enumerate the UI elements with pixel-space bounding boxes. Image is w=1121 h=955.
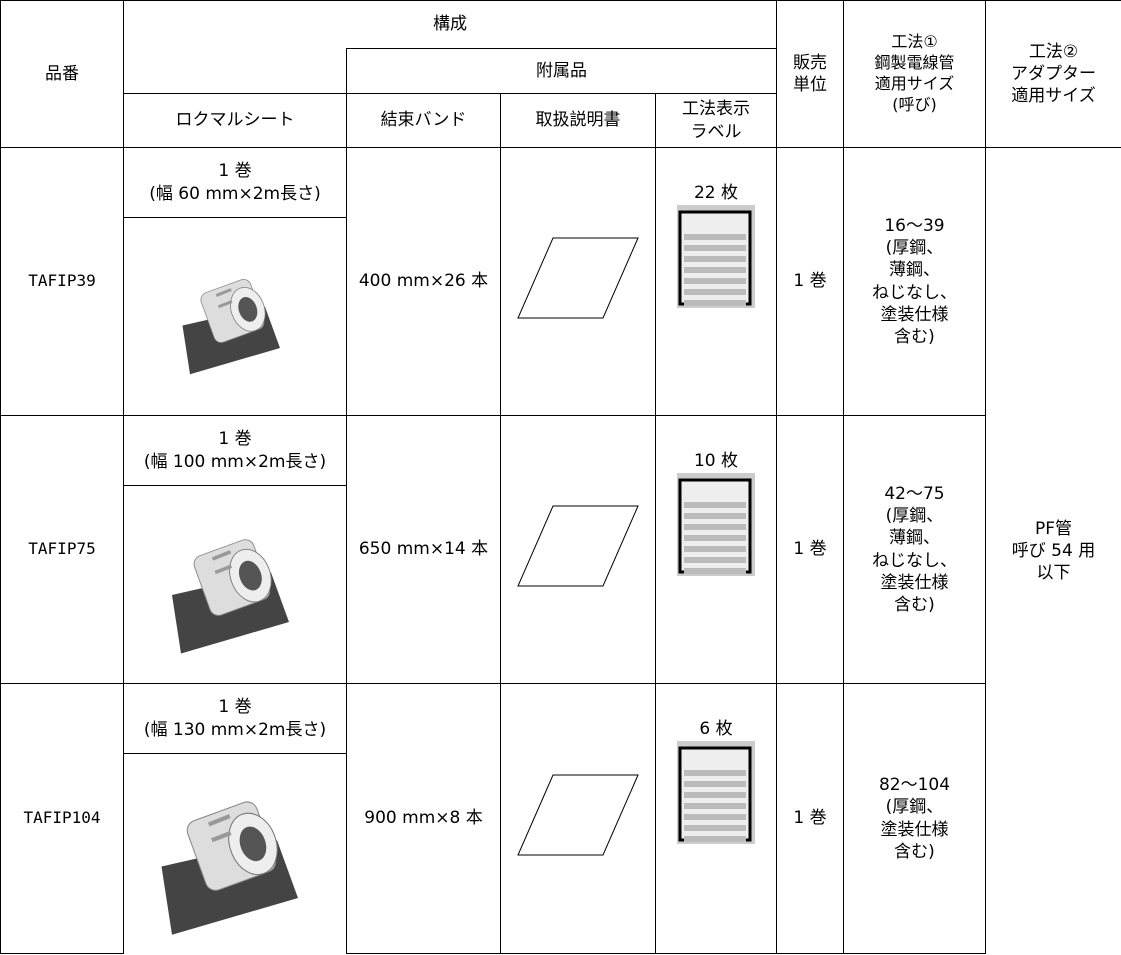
header-cell: 工法① 鋼製電線管 適用サイズ (呼び) <box>843 0 986 148</box>
header-cell: 結束バンド <box>346 93 501 148</box>
part-no: TAFIP75 <box>0 415 124 684</box>
method1-size: 82～104 (厚鋼、 塗装仕様 含む) <box>843 683 986 954</box>
table-row <box>1 753 1121 954</box>
sheet-image <box>123 217 347 416</box>
table-row: TAFIP104 1 巻 (幅 130 mm×2m長さ) 900 mm×8 本 6 枚… <box>0 683 1121 954</box>
label-image <box>677 205 755 309</box>
header-cell: 工法② アダプター 適用サイズ <box>985 0 1121 148</box>
label-qty: 10 枚 <box>693 451 739 471</box>
method1-size: 16～39 (厚鋼、 薄鋼、 ねじなし、 塗装仕様 含む) <box>843 147 986 416</box>
sales-unit: 1 巻 <box>776 683 844 954</box>
header-cell: 構成 <box>123 0 777 49</box>
label-qty: 22 枚 <box>693 183 739 203</box>
header-cell: 取扱説明書 <box>500 93 656 148</box>
method1-size: 42～75 (厚鋼、 薄鋼、 ねじなし、 塗装仕様 含む) <box>843 415 986 684</box>
header-cell: 附属品 <box>346 48 777 94</box>
label-image <box>677 473 755 577</box>
roll-image <box>182 279 280 375</box>
label-image <box>677 741 755 845</box>
manual-image <box>517 505 639 587</box>
label-qty: 6 枚 <box>699 719 733 739</box>
manual-cell <box>500 147 656 416</box>
sheet-image <box>123 485 347 684</box>
sheet-spec: 1 巻 (幅 130 mm×2m長さ) <box>123 683 347 754</box>
sheet-image <box>123 753 347 954</box>
manual-image <box>517 237 639 319</box>
header-cell: 販売 単位 <box>776 0 844 148</box>
manual-cell <box>500 683 656 954</box>
header-cell: 工法表示 ラベル <box>655 93 777 148</box>
sheet-spec: 1 巻 (幅 100 mm×2m長さ) <box>123 415 347 486</box>
manual-image <box>517 774 639 856</box>
label-cell: 6 枚 <box>655 683 777 954</box>
table-row <box>1 217 1121 416</box>
table-row: TAFIP39 1 巻 (幅 60 mm×2m長さ) 400 mm×26 本 22 枚… <box>0 147 1121 954</box>
manual-cell <box>500 415 656 684</box>
label-cell: 10 枚 <box>655 415 777 684</box>
empty-cell <box>123 48 347 94</box>
sheet-spec: 1 巻 (幅 60 mm×2m長さ) <box>123 147 347 218</box>
roll-image <box>161 801 298 935</box>
part-no: TAFIP39 <box>0 147 124 416</box>
header-cell: 品番 <box>0 0 124 148</box>
method2-size: PF管 呼び 54 用 以下 <box>985 147 1121 954</box>
label-cell: 22 枚 <box>655 147 777 416</box>
roll-image <box>172 539 289 654</box>
sales-unit: 1 巻 <box>776 415 844 684</box>
sales-unit: 1 巻 <box>776 147 844 416</box>
band-spec: 400 mm×26 本 <box>346 147 501 416</box>
band-spec: 900 mm×8 本 <box>346 683 501 954</box>
table-row: TAFIP75 1 巻 (幅 100 mm×2m長さ) 650 mm×14 本 10 … <box>0 415 1121 684</box>
band-spec: 650 mm×14 本 <box>346 415 501 684</box>
header-cell: ロクマルシート <box>123 93 347 148</box>
part-no: TAFIP104 <box>0 683 124 954</box>
table-row <box>1 485 1121 684</box>
